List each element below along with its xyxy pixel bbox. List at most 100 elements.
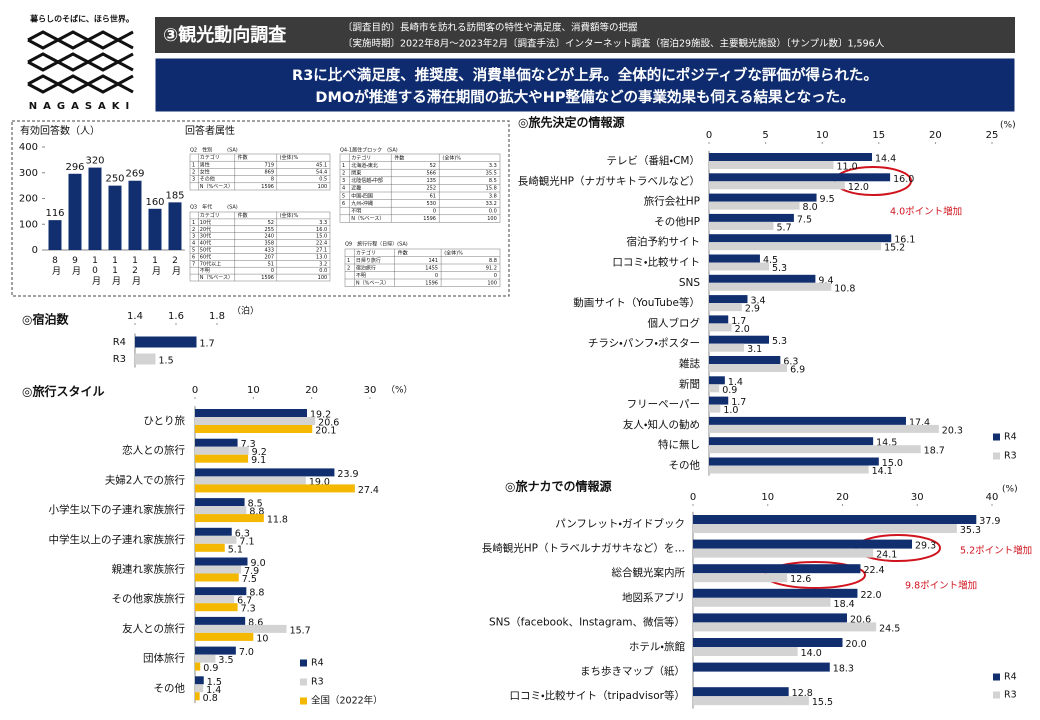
value-label: 14.0 — [801, 648, 822, 659]
bar — [135, 336, 197, 348]
category-label: 地図系アプリ — [622, 591, 685, 604]
annotation: 5.2ポイント増加 — [960, 545, 1032, 557]
table-border — [339, 153, 501, 223]
logo-mark — [27, 30, 134, 94]
page-title: ③観光動向調査 — [163, 24, 286, 46]
table-cell: 45.1 — [316, 162, 327, 168]
bar — [195, 662, 201, 671]
value-label: 5.7 — [777, 222, 792, 233]
annotation: 4.0ポイント増加 — [890, 206, 962, 218]
table-cell: 20代 — [200, 226, 211, 233]
value-label: 29.3 — [915, 541, 936, 552]
chart-title: ◎旅ナカでの情報源 — [505, 479, 611, 494]
bar — [195, 624, 287, 633]
value-label: 37.9 — [979, 516, 1000, 527]
category-label: R4 — [113, 337, 126, 348]
table-cell: 6 — [192, 254, 195, 260]
bar — [195, 446, 249, 455]
header-bar — [155, 17, 1015, 53]
bar — [709, 416, 906, 425]
category-label: 小学生以下の子連れ家族旅行 — [49, 503, 186, 516]
bar — [709, 404, 721, 413]
category-label: ひとり旅 — [143, 414, 185, 427]
value-label: 23.9 — [337, 469, 358, 480]
table-header: カテゴリ — [351, 154, 371, 161]
category-label: まち歩きマップ（紙） — [580, 665, 685, 678]
table-cell: 近畿 — [351, 185, 361, 192]
table-header: (全体)% — [442, 154, 461, 161]
category-label: 宿泊予約サイト — [627, 235, 701, 248]
legend-swatch — [300, 659, 307, 667]
table-cell: 135 — [426, 178, 436, 184]
value-label: 12.6 — [790, 574, 811, 585]
value-label: 35.3 — [960, 525, 981, 536]
table-cell: 女性 — [200, 169, 210, 176]
category-label: 中学生以上の子連れ家族旅行 — [49, 533, 186, 546]
category-label: 新聞 — [679, 378, 700, 390]
bar — [709, 445, 921, 454]
legend-label: 全国（2022年） — [311, 695, 383, 707]
y-tick-label: 200 — [19, 194, 38, 205]
table-cell: 52 — [430, 163, 436, 169]
bar — [709, 262, 769, 271]
table-cell: 中国・四国 — [351, 192, 373, 199]
category-label: SNS（facebook、Instagram、微信等） — [489, 615, 685, 628]
value-label: 9.1 — [251, 455, 266, 466]
annotation: 9.8ポイント増加 — [905, 580, 977, 592]
x-tick-label: 1.4 — [127, 311, 143, 322]
table-cell: 7 — [192, 261, 195, 267]
bar — [195, 616, 246, 625]
x-tick-label: 1月 — [150, 256, 161, 276]
table-cell: 433 — [264, 247, 274, 253]
value-label: 9.0 — [251, 558, 266, 569]
value-label: 24.5 — [879, 623, 900, 634]
value-label: 1.7 — [200, 339, 215, 350]
table-header: (全体)% — [280, 154, 299, 161]
value-label: 0.9 — [203, 663, 218, 674]
value-label: 20.0 — [846, 639, 867, 650]
category-label: フリーペーパー — [627, 399, 700, 411]
value-label: 22.4 — [863, 565, 884, 576]
legend-swatch — [993, 673, 1000, 681]
value-label: 8.0 — [803, 202, 818, 213]
attribute-table: Q3 年代 (SA)カテゴリ 件数 (全体)% 1 10代 52 3.3 2 20代 255 16.… — [189, 204, 331, 282]
x-tick-label: 9月 — [70, 256, 81, 276]
x-tick-label: 0 — [706, 130, 712, 141]
table-cell: 8.8 — [489, 258, 497, 264]
table-cell: 8.5 — [489, 178, 497, 184]
x-tick-label: 30 — [364, 385, 377, 396]
y-tick-label: 0 — [32, 245, 38, 256]
value-label: 18.4 — [834, 599, 855, 610]
value-label: 18.3 — [833, 664, 854, 675]
bar — [709, 153, 873, 161]
legend-label: R4 — [1004, 672, 1017, 683]
table-cell: 2 — [342, 171, 345, 177]
value-label: 15.0 — [882, 458, 903, 469]
x-tick-label: 20 — [305, 385, 318, 396]
table-cell: 27.1 — [316, 247, 327, 253]
bar — [709, 384, 720, 393]
value-label: 8.8 — [249, 588, 264, 599]
table-cell: 15.8 — [486, 186, 497, 192]
table-cell: N（%ベース） — [356, 280, 389, 286]
bar — [195, 514, 264, 523]
bar — [709, 234, 892, 243]
table-cell: 52 — [268, 220, 274, 226]
table-cell: 北陸信越・中部 — [351, 177, 383, 184]
x-tick-label: 5 — [762, 130, 768, 141]
value-label: 3.1 — [747, 344, 762, 355]
bar — [709, 295, 748, 304]
category-label: 長崎観光HP（ナガサキトラベルなど） — [518, 174, 700, 187]
x-tick-label: 0 — [690, 492, 696, 503]
table-cell: 不明 — [351, 209, 361, 215]
bar — [195, 654, 216, 663]
value-label: 15.2 — [884, 243, 905, 254]
bar — [693, 696, 809, 706]
bar — [195, 565, 242, 574]
value-label: 27.4 — [358, 485, 379, 496]
bar — [709, 221, 774, 230]
value-label: 1.4 — [728, 377, 743, 388]
category-label: 友人・知人の勧め — [623, 418, 700, 431]
bar — [135, 353, 156, 365]
value-label: 14.4 — [875, 154, 896, 165]
